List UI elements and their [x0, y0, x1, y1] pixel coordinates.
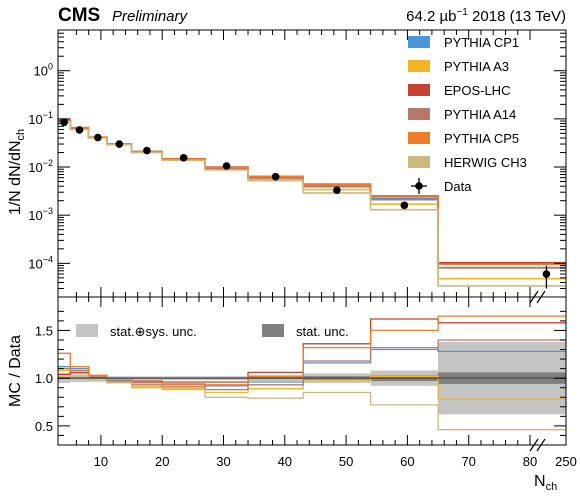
ratio-y-axis-title: MC / Data	[7, 335, 24, 407]
data-point	[222, 162, 231, 170]
legend-label: Data	[444, 179, 472, 194]
legend-swatch	[408, 108, 430, 120]
ratio-frame	[57, 296, 567, 446]
status-label: Preliminary	[112, 8, 189, 25]
experiment-label: CMS	[58, 5, 100, 26]
legend-label: PYTHIA CP1	[444, 35, 519, 50]
main-plot-area	[58, 30, 566, 297]
x-axis-title-text: N	[534, 473, 546, 490]
data-point	[333, 186, 341, 195]
legend-label: HERWIG CH3	[444, 155, 527, 170]
ratio-y-tick-label: 1.5	[35, 323, 53, 338]
luminosity-label: 64.2 µb−1 2018 (13 TeV)	[406, 7, 566, 25]
data-point	[542, 270, 551, 278]
main-y-axis-ticks: 100 10−1 10−2 10−3 10−4	[28, 29, 566, 298]
legend-swatch	[408, 132, 430, 144]
x-tick-label: 80	[523, 454, 537, 469]
x-tick-label: 20	[155, 454, 169, 469]
legend-label: EPOS-LHC	[444, 83, 510, 98]
main-y-axis-title-text: 1/N dN/dN	[7, 140, 24, 215]
ratio-series-pythia-cp5	[58, 315, 566, 386]
x-tick-label: 70	[461, 454, 475, 469]
main-y-axis-title-subscript: ch	[15, 129, 27, 141]
x-axis-title: Nch	[534, 473, 557, 493]
ratio-y-axis-ticks: 0.5 1.0 1.5	[35, 310, 566, 436]
axis-break-mark	[529, 290, 539, 304]
legend-label: PYTHIA CP5	[444, 131, 519, 146]
legend-swatch	[408, 36, 430, 48]
data-point	[271, 172, 280, 181]
data-point	[400, 201, 409, 210]
legend-swatch	[408, 60, 430, 72]
axis-break-mark	[536, 290, 546, 304]
data-point	[75, 126, 84, 134]
ratio-legend-swatch	[262, 324, 284, 337]
ratio-panel: 0.51.01.5 10 20 30 40 50 60 70 80 250 MC / Data …	[7, 296, 577, 493]
ratio-legend-label: stat.⊕sys. unc.	[110, 324, 197, 339]
ratio-series-herwig-ch3	[58, 375, 566, 431]
main-y-tick-label: 10−4	[28, 254, 53, 271]
data-point	[143, 146, 151, 155]
x-tick-label: 40	[278, 454, 292, 469]
axis-break-marks	[529, 290, 546, 452]
legend-swatch	[408, 156, 430, 168]
x-tick-label: 60	[400, 454, 414, 469]
main-y-tick-label: 10−3	[28, 206, 53, 223]
legend-label: PYTHIA A3	[444, 59, 509, 74]
ratio-legend-swatch	[76, 324, 98, 337]
data-point	[179, 154, 188, 162]
x-tick-label: 50	[339, 454, 353, 469]
ratio-x-axis-ticks: 10 20 30 40 50 60 70 80 250	[75, 297, 577, 469]
run-info: 2018 (13 TeV)	[468, 8, 566, 25]
main-panel: 100 10−1 10−2 10−3 10−4 1/N dN/dNch PYTHIA C…	[7, 29, 567, 298]
ratio-y-tick-label: 1.0	[35, 371, 53, 386]
axis-break-mark	[536, 438, 546, 452]
x-tick-label: 250	[555, 454, 577, 469]
main-x-axis-ticks	[75, 30, 531, 297]
ratio-y-tick-label: 0.5	[35, 419, 53, 434]
data-point	[115, 140, 124, 148]
axis-break-mark	[529, 438, 539, 452]
ratio-legend: stat.⊕sys. unc. stat. unc.	[76, 324, 349, 339]
main-y-tick-label: 10−2	[28, 158, 53, 175]
x-axis-title-subscript: ch	[546, 481, 558, 493]
x-tick-label: 10	[94, 454, 108, 469]
x-tick-label: 30	[216, 454, 230, 469]
luminosity-exponent: −1	[456, 7, 468, 18]
main-y-tick-label: 100	[34, 62, 53, 79]
data-point	[60, 118, 68, 127]
main-data-points	[60, 118, 551, 289]
main-legend: PYTHIA CP1 PYTHIA A3 EPOS-LHC PYTHIA A14 PYT…	[408, 35, 527, 194]
data-point	[94, 133, 102, 142]
ratio-legend-label: stat. unc.	[296, 324, 349, 339]
legend-data-marker	[415, 182, 423, 190]
legend-swatch	[408, 84, 430, 96]
main-y-axis-title: 1/N dN/dNch	[7, 129, 27, 215]
legend-label: PYTHIA A14	[444, 107, 516, 122]
main-y-tick-label: 10−1	[28, 110, 53, 127]
luminosity-value: 64.2 µb	[406, 8, 456, 25]
